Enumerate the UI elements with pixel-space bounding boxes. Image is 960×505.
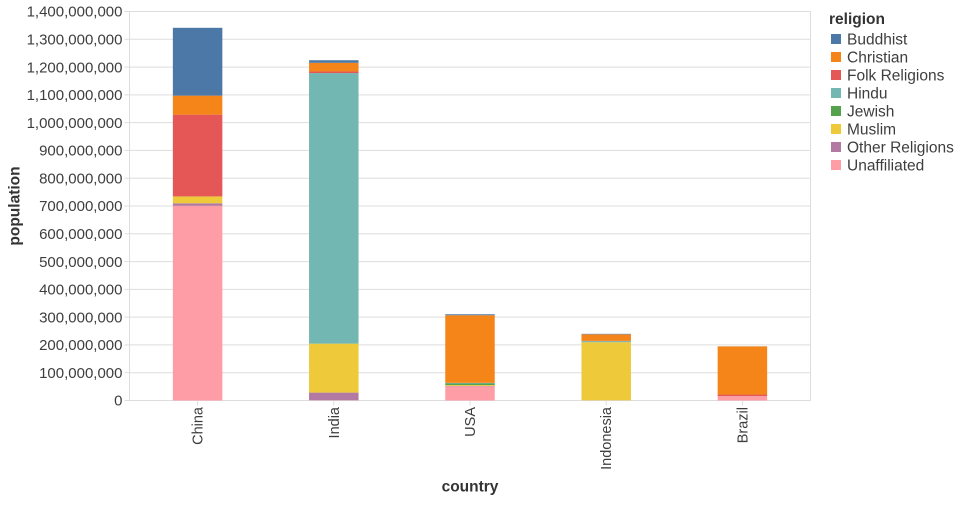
svg-text:1,200,000,000: 1,200,000,000 [27,59,123,76]
svg-text:Jewish: Jewish [847,103,894,120]
svg-text:Muslim: Muslim [847,121,896,138]
svg-text:India: India [327,406,343,438]
svg-text:400,000,000: 400,000,000 [39,282,122,299]
svg-text:1,400,000,000: 1,400,000,000 [27,4,123,21]
svg-text:900,000,000: 900,000,000 [39,143,122,160]
svg-text:700,000,000: 700,000,000 [39,198,122,215]
svg-text:200,000,000: 200,000,000 [39,337,122,354]
svg-text:Folk Religions: Folk Religions [847,67,945,84]
svg-text:300,000,000: 300,000,000 [39,309,122,326]
svg-text:800,000,000: 800,000,000 [39,170,122,187]
svg-text:Indonesia: Indonesia [599,406,615,470]
svg-text:Christian: Christian [847,49,908,66]
svg-text:500,000,000: 500,000,000 [39,254,122,271]
svg-text:1,300,000,000: 1,300,000,000 [27,31,123,48]
svg-text:1,000,000,000: 1,000,000,000 [27,115,123,132]
svg-text:Hindu: Hindu [847,85,888,102]
svg-text:600,000,000: 600,000,000 [39,226,122,243]
svg-text:religion: religion [829,11,885,28]
svg-text:100,000,000: 100,000,000 [39,365,122,382]
svg-text:0: 0 [114,393,122,410]
svg-text:country: country [442,479,499,496]
svg-text:1,100,000,000: 1,100,000,000 [27,87,123,104]
svg-text:China: China [191,406,207,445]
svg-text:population: population [7,166,24,245]
svg-text:Buddhist: Buddhist [847,31,908,48]
svg-text:USA: USA [463,407,479,437]
svg-text:Unaffiliated: Unaffiliated [847,157,924,174]
svg-text:Other Religions: Other Religions [847,139,954,156]
svg-text:Brazil: Brazil [735,407,751,443]
